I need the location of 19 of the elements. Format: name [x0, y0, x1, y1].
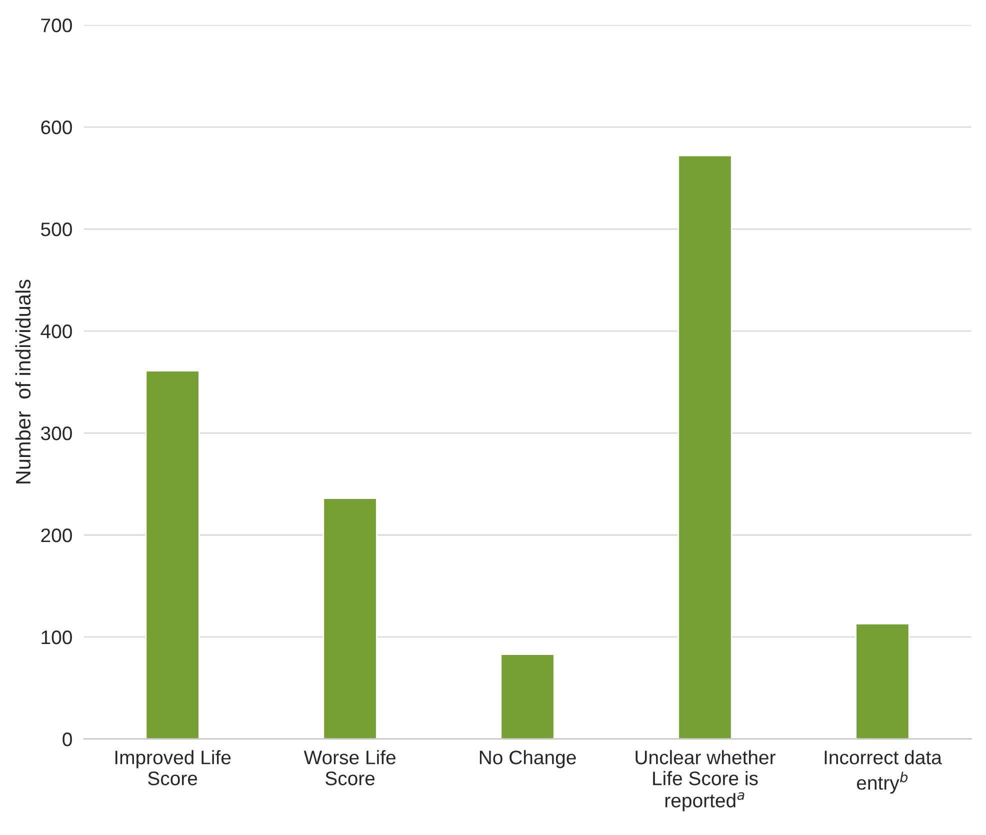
bar — [855, 623, 910, 739]
bar — [678, 154, 732, 739]
y-tick-label: 500 — [41, 222, 72, 236]
y-tick-label: 100 — [42, 630, 72, 644]
bar — [145, 370, 200, 739]
bar — [500, 654, 555, 739]
x-tick-label: No Change — [480, 750, 576, 768]
x-tick-label: Incorrect data entry$^{b}$ — [824, 750, 942, 794]
bar — [322, 498, 378, 739]
x-tick-label: Improved Life Score — [115, 750, 231, 786]
y-tick-label: 400 — [40, 324, 72, 338]
x-tick-label: Unclear whether Life Score is reported$^{a}$ — [636, 750, 776, 812]
y-tick-label: 300 — [41, 426, 72, 440]
y-axis-title: Number of individuals — [15, 280, 31, 484]
y-tick-label: 200 — [41, 528, 72, 542]
x-tick-label: Worse Life Score — [304, 750, 396, 786]
y-tick-label: 0 — [62, 732, 72, 746]
y-tick-label: 700 — [41, 18, 72, 32]
y-tick-label: 600 — [41, 120, 72, 134]
